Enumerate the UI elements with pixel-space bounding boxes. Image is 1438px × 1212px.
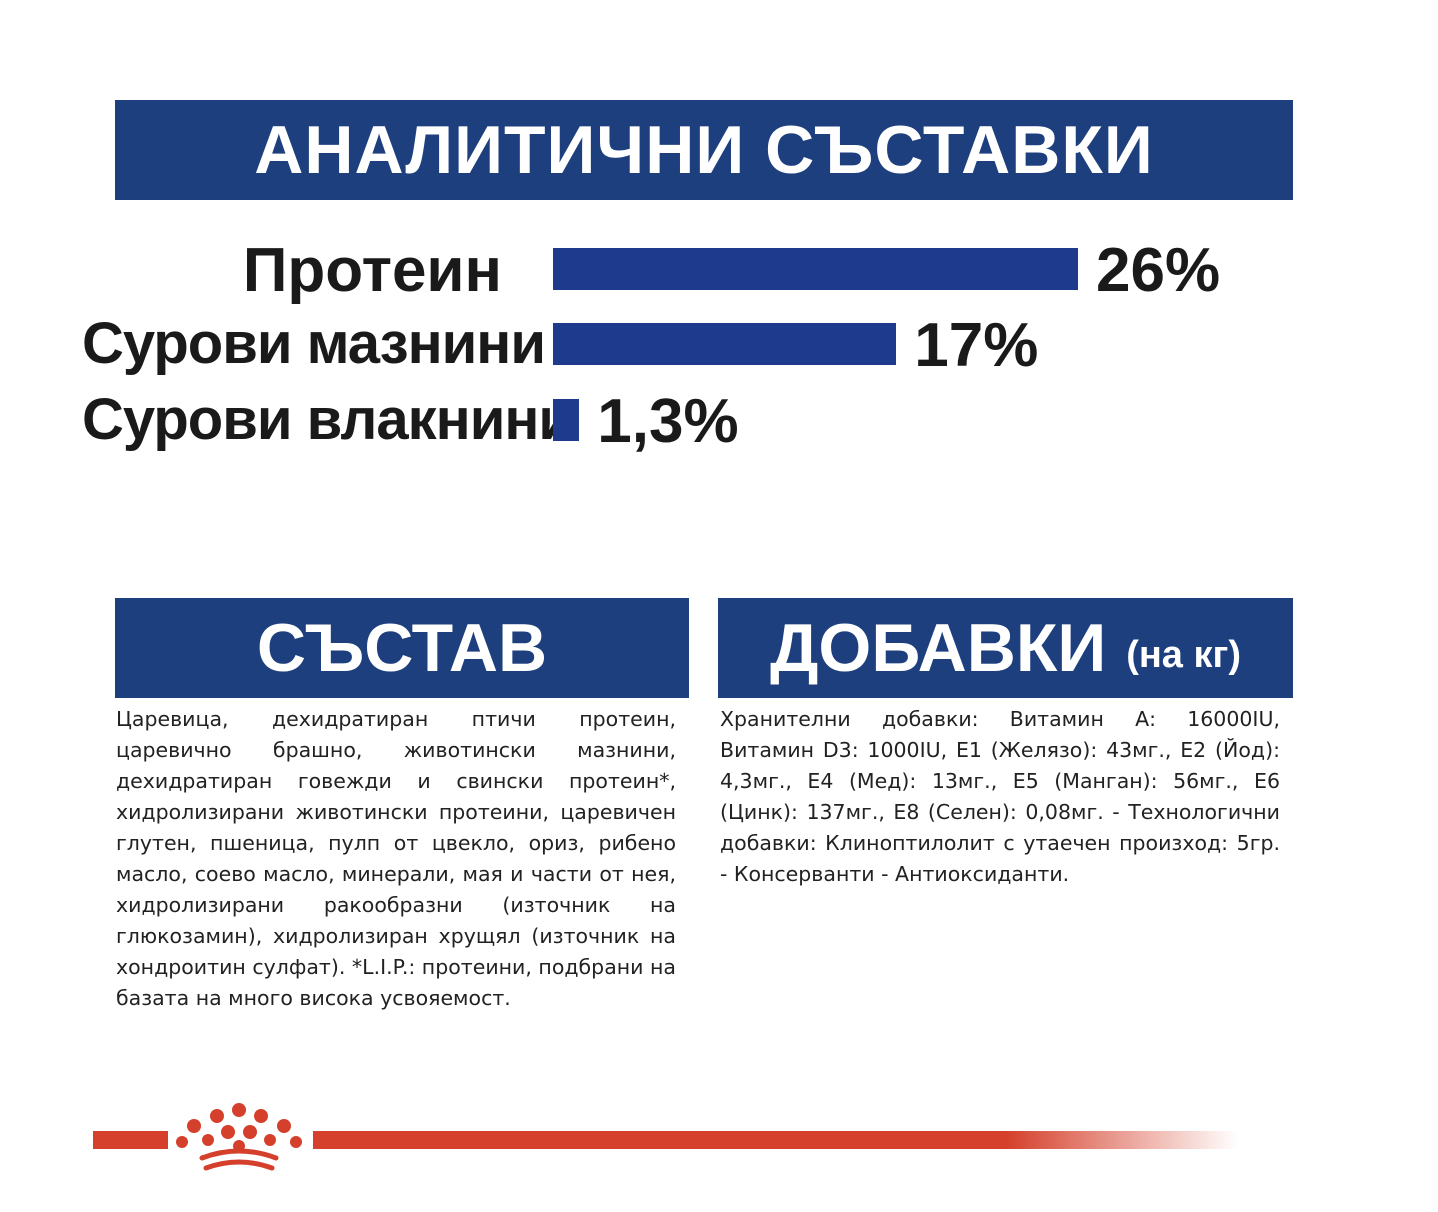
- nutrient-label-protein: Протеин: [242, 236, 502, 305]
- analytic-title: АНАЛИТИЧНИ СЪСТАВКИ: [254, 112, 1154, 188]
- nutrient-value-fiber: 1,3%: [597, 387, 739, 456]
- analytic-header: АНАЛИТИЧНИ СЪСТАВКИ: [115, 100, 1293, 200]
- composition-text: Царевица, дехидратиран птичи протеин, ца…: [116, 707, 676, 1010]
- footer-line-left: [93, 1131, 168, 1149]
- composition-title: СЪСТАВ: [256, 610, 548, 686]
- nutrient-bar-fiber: [553, 399, 580, 441]
- nutrient-value-protein: 26%: [1096, 236, 1221, 305]
- nutrient-value-fat: 17%: [914, 311, 1039, 380]
- additives-header: ДОБАВКИ (на кг): [718, 598, 1293, 698]
- additives-subtitle: (на кг): [1126, 633, 1242, 676]
- royal-crown-icon: [176, 1103, 302, 1171]
- nutrient-label-fat: Сурови мазнини: [82, 311, 546, 376]
- composition-header: СЪСТАВ: [115, 598, 689, 698]
- additives-text: Хранителни добавки: Витамин А: 16000IU, …: [720, 707, 1280, 886]
- additives-title: ДОБАВКИ: [769, 610, 1107, 686]
- nutrient-bar-fat: [553, 323, 897, 365]
- nutrient-bar-protein: [553, 248, 1078, 290]
- nutrient-label-fiber: Сурови влакнини: [82, 387, 574, 452]
- footer-line-right: [313, 1131, 1238, 1149]
